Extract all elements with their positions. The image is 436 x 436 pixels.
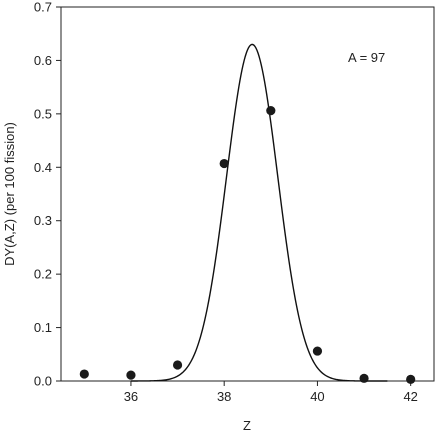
- data-point: [126, 370, 136, 380]
- x-axis-title: Z: [243, 418, 251, 433]
- x-tick-label: 42: [403, 389, 417, 404]
- y-axis-ticks: 0.0 0.1 0.2 0.3 0.4 0.5 0.6 0.7: [34, 0, 61, 389]
- data-point: [172, 360, 183, 370]
- x-axis-ticks: 36 38 40 42: [124, 381, 418, 404]
- y-axis-title: DY(A,Z) (per 100 fission): [2, 122, 17, 266]
- x-tick-label: 36: [124, 389, 138, 404]
- y-tick-label: 0.3: [34, 213, 52, 228]
- plot-frame: [60, 6, 435, 382]
- x-tick-label: 38: [217, 389, 231, 404]
- data-points: [79, 106, 416, 384]
- data-point: [406, 374, 416, 384]
- data-point: [219, 158, 229, 169]
- y-tick-label: 0.4: [34, 160, 52, 175]
- y-tick-label: 0.7: [34, 0, 52, 15]
- x-tick-label: 40: [310, 389, 324, 404]
- data-point: [312, 346, 323, 356]
- chart-annotation: A = 97: [348, 50, 385, 65]
- y-tick-label: 0.6: [34, 53, 52, 68]
- y-tick-label: 0.2: [34, 267, 52, 282]
- data-point: [79, 369, 89, 379]
- y-tick-label: 0.5: [34, 106, 52, 121]
- fit-curve: [130, 43, 388, 382]
- data-point: [266, 106, 276, 116]
- y-tick-label: 0.0: [34, 374, 52, 389]
- data-point: [359, 373, 369, 383]
- y-tick-label: 0.1: [34, 320, 52, 335]
